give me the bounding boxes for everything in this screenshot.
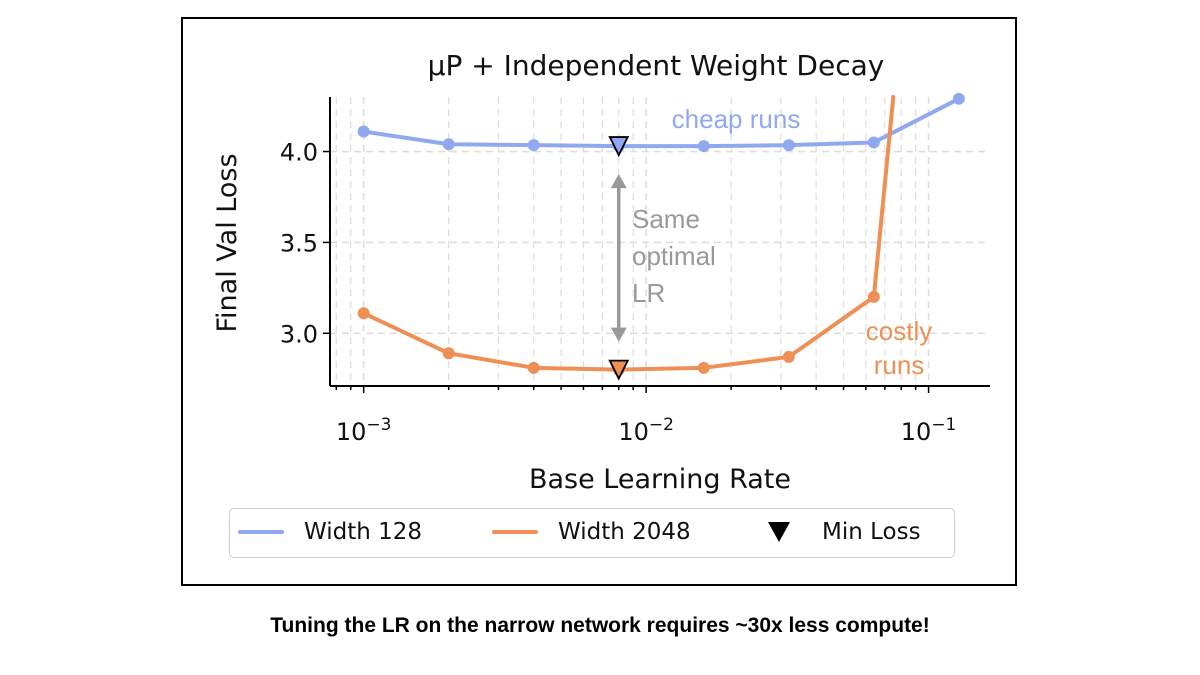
series-line-width-2048 [361,95,896,372]
annotations: cheap runs costly runs Same optimal LR [610,104,932,380]
same-lr-arrow-head-down [610,327,627,342]
legend-item-width-2048: Width 2048 [492,509,691,555]
legend-label-min-loss: Min Loss [822,519,921,545]
legend-item-width-128: Width 128 [238,509,422,555]
legend: Width 128 Width 2048 Min Loss [229,508,955,558]
axes: 3.0 3.5 4.0 10−3 10−2 10−1 [280,97,990,446]
min-loss-marker-width-2048 [608,359,630,381]
annotation-same-optimal-lr: Same [632,204,700,234]
data-point-width-128 [527,139,540,152]
data-point-width-2048 [697,361,710,374]
data-point-width-128 [357,125,370,138]
data-point-width-128 [867,136,880,149]
series [357,92,965,381]
series-line-width-128 [361,96,961,149]
figure-caption: Tuning the LR on the narrow network requ… [270,614,930,637]
data-point-width-2048 [442,347,455,360]
x-tick-label: 10−2 [618,415,674,446]
legend-line-width-2048 [492,530,538,534]
legend-line-width-128 [238,530,284,534]
same-lr-arrow-head-up [610,174,627,189]
annotation-costly-runs: runs [874,350,925,380]
x-tick-label: 10−3 [336,415,392,446]
data-point-width-128 [952,92,965,105]
data-point-width-2048 [782,350,795,363]
annotation-same-optimal-lr: optimal [632,241,716,271]
data-point-width-2048 [527,361,540,374]
legend-label-width-2048: Width 2048 [558,519,691,545]
legend-item-min-loss: Min Loss [768,509,921,555]
min-loss-marker-width-128 [608,136,630,158]
min-loss-marker-icon [768,522,790,542]
data-point-width-128 [442,138,455,151]
y-tick-label: 3.0 [280,320,318,348]
y-tick-label: 4.0 [280,139,318,167]
x-tick-label: 10−1 [901,415,957,446]
chart-title: μP + Independent Weight Decay [428,49,885,82]
annotation-costly-runs: costly [866,316,932,346]
annotation-cheap-runs: cheap runs [672,104,801,134]
data-point-width-128 [697,140,710,153]
figure-frame [181,17,1017,586]
data-point-width-128 [782,139,795,152]
data-point-width-2048 [867,290,880,303]
annotation-same-optimal-lr: LR [632,278,665,308]
y-tick-label: 3.5 [280,229,318,257]
x-axis-label: Base Learning Rate [529,464,791,495]
legend-label-width-128: Width 128 [304,519,423,545]
data-point-width-2048 [357,307,370,320]
y-axis-label: Final Val Loss [212,153,243,332]
